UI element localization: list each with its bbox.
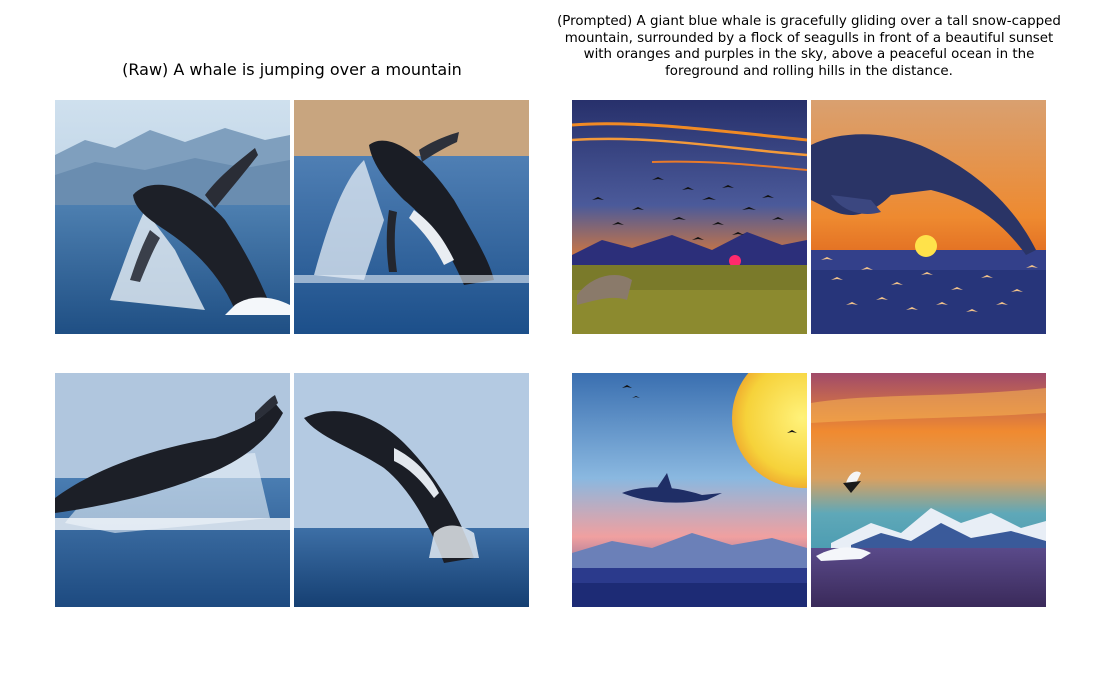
raw-image-2-whale-breach-ocean (294, 100, 529, 334)
prompted-image-1-sunset-birds-hills (572, 100, 807, 334)
prompted-image-2-whale-sunset-seagulls (811, 100, 1046, 334)
raw-image-1-whale-breach-mountains (55, 100, 290, 334)
bird-flock-silhouettes (592, 177, 784, 240)
raw-image-4-whale-diving (294, 373, 529, 607)
raw-panel-title: (Raw) A whale is jumping over a mountain (122, 60, 462, 79)
prompted-image-4-snowy-mountain-sunset (811, 373, 1046, 607)
prompted-panel-title: (Prompted) A giant blue whale is gracefu… (557, 14, 1061, 79)
prompted-image-3-flying-whale-sun (572, 373, 807, 607)
bird-silhouettes (622, 385, 797, 433)
raw-image-3-whale-breach-sideways (55, 373, 290, 607)
seagull-flock (821, 257, 1038, 312)
